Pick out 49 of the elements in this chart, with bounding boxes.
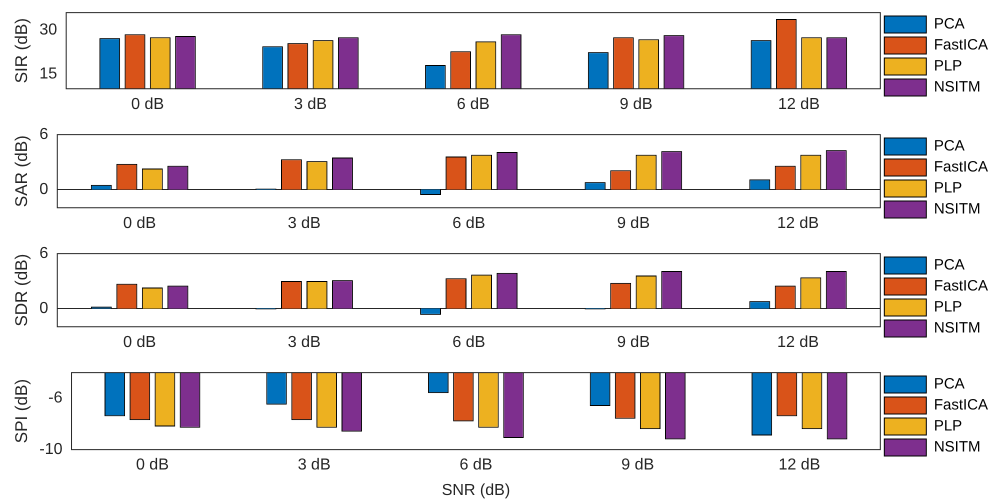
legend-label: NSITM xyxy=(934,78,980,96)
y-axis-title: SIR (dB) xyxy=(12,18,31,84)
y-tick-label: 30 xyxy=(39,22,58,39)
x-tick-label: 12 dB xyxy=(777,334,819,351)
x-tick-label: 9 dB xyxy=(616,214,650,232)
x-tick-label: 12 dB xyxy=(778,96,820,113)
legend-label: PCA xyxy=(934,256,965,274)
y-tick-label: 15 xyxy=(39,66,58,83)
x-tick-label: 9 dB xyxy=(621,456,654,474)
x-tick-label: 3 dB xyxy=(288,214,321,232)
x-tick-label: 9 dB xyxy=(616,334,650,351)
x-tick-label: 3 dB xyxy=(294,96,327,113)
x-tick-label: 6 dB xyxy=(452,214,486,232)
x-tick-label: 0 dB xyxy=(131,96,164,113)
y-axis-title: SDR (dB) xyxy=(12,254,31,327)
legend-label: FastICA xyxy=(934,278,988,295)
y-tick-label: -6 xyxy=(48,390,63,407)
legend-label: PLP xyxy=(934,180,962,197)
legend-label: PCA xyxy=(934,16,965,33)
legend-label: PCA xyxy=(934,138,965,155)
x-tick-label: 3 dB xyxy=(288,334,321,351)
x-tick-label: 3 dB xyxy=(298,456,331,474)
legend-label: FastICA xyxy=(934,158,988,176)
x-tick-label: 6 dB xyxy=(452,334,486,351)
y-tick-label: 6 xyxy=(39,245,48,262)
legend-label: FastICA xyxy=(934,396,988,414)
legend-label: NSITM xyxy=(934,200,980,218)
x-tick-label: 12 dB xyxy=(778,456,820,474)
x-axis-title: SNR (dB) xyxy=(442,482,510,499)
legend-label: NSITM xyxy=(934,438,980,456)
x-tick-label: 12 dB xyxy=(777,214,819,232)
legend-label: FastICA xyxy=(934,36,988,54)
x-tick-label: 6 dB xyxy=(459,456,492,474)
y-tick-label: 6 xyxy=(39,126,48,144)
y-axis-title: SAR (dB) xyxy=(12,135,31,208)
legend-label: PLP xyxy=(934,298,962,316)
legend-label: PCA xyxy=(934,376,965,393)
x-tick-label: 0 dB xyxy=(123,334,156,351)
x-tick-label: 6 dB xyxy=(456,96,490,113)
y-tick-label: -10 xyxy=(39,441,63,458)
x-tick-label: 0 dB xyxy=(123,214,156,232)
y-tick-label: 0 xyxy=(39,180,48,198)
y-tick-label: 0 xyxy=(39,300,48,317)
legend-label: PLP xyxy=(934,58,962,75)
x-tick-label: 0 dB xyxy=(136,456,169,474)
x-tick-label: 9 dB xyxy=(620,96,653,113)
y-axis-title: SPI (dB) xyxy=(12,378,31,444)
legend-label: NSITM xyxy=(934,320,980,337)
legend-label: PLP xyxy=(934,418,962,435)
